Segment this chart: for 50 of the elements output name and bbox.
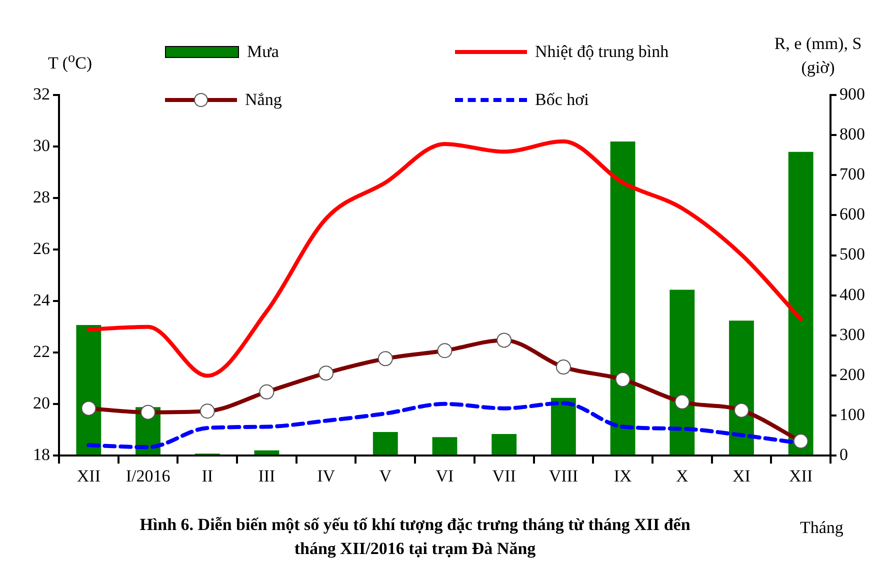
bar (432, 437, 458, 455)
bar (788, 152, 814, 455)
x-tick-label: II (202, 466, 214, 486)
bar (729, 320, 754, 455)
y-tick-label: 18 (33, 445, 50, 464)
x-tick-label: IV (317, 466, 336, 486)
y-tick-label: 26 (33, 239, 50, 258)
y-tick-label: 30 (33, 136, 50, 155)
text: Hình 6. Diễn biến một số yếu tố khí tượng đặc trưng tháng từ tháng XII đến tháng XII/2016 tại trạm Đà Năng (138, 514, 692, 560)
y2-tick-label: 700 (840, 164, 865, 184)
y-axis-title: T ($^{o}$C) (48, 50, 92, 74)
bar (670, 290, 695, 455)
x-tick-label: V (379, 466, 392, 486)
y-tick-label: 28 (33, 187, 50, 206)
x-axis-title: Tháng (800, 518, 844, 538)
bar (492, 434, 517, 455)
y-tick-label: 20 (33, 394, 50, 413)
y2-tick-label: 500 (840, 244, 865, 264)
y2-axis-title: R, e (mm), S (giờ) (773, 33, 863, 79)
line-series (86, 139, 803, 378)
y-tick-label: 32 (33, 84, 50, 104)
y2-tick-label: 400 (840, 284, 865, 304)
bar (76, 324, 102, 455)
x-tick-label: VIII (548, 466, 578, 486)
x-tick-label: VI (436, 466, 454, 486)
legend-label: Mưa (247, 42, 279, 62)
x-tick-label: VII (492, 466, 516, 486)
bar (372, 432, 398, 455)
y2-tick-label: 200 (840, 364, 865, 384)
bar (550, 398, 576, 455)
y2-tick-label: 600 (840, 204, 865, 224)
y2-tick-label: 900 (840, 84, 865, 104)
y-tick-label: 22 (33, 342, 50, 362)
bar (610, 141, 636, 455)
y-tick-label: 24 (33, 290, 50, 310)
x-tick-label: XI (732, 466, 751, 486)
x-tick-label: XII (789, 466, 813, 486)
y2-tick-label: 300 (840, 324, 865, 344)
x-tick-label: XII (76, 466, 101, 486)
x-tick-label: III (258, 466, 276, 486)
legend-label: Nắng (245, 90, 282, 110)
bar (254, 450, 280, 455)
y2-tick-label: 0 (840, 445, 848, 464)
y2-tick-label: 800 (840, 124, 865, 144)
y2-tick-label: 100 (840, 405, 865, 424)
legend-label: Nhiệt độ trung bình (535, 42, 669, 62)
x-tick-label: X (676, 466, 688, 486)
x-tick-label: I/2016 (126, 466, 170, 486)
x-tick-label: IX (614, 466, 632, 486)
legend-label: Bốc hơi (535, 90, 589, 110)
